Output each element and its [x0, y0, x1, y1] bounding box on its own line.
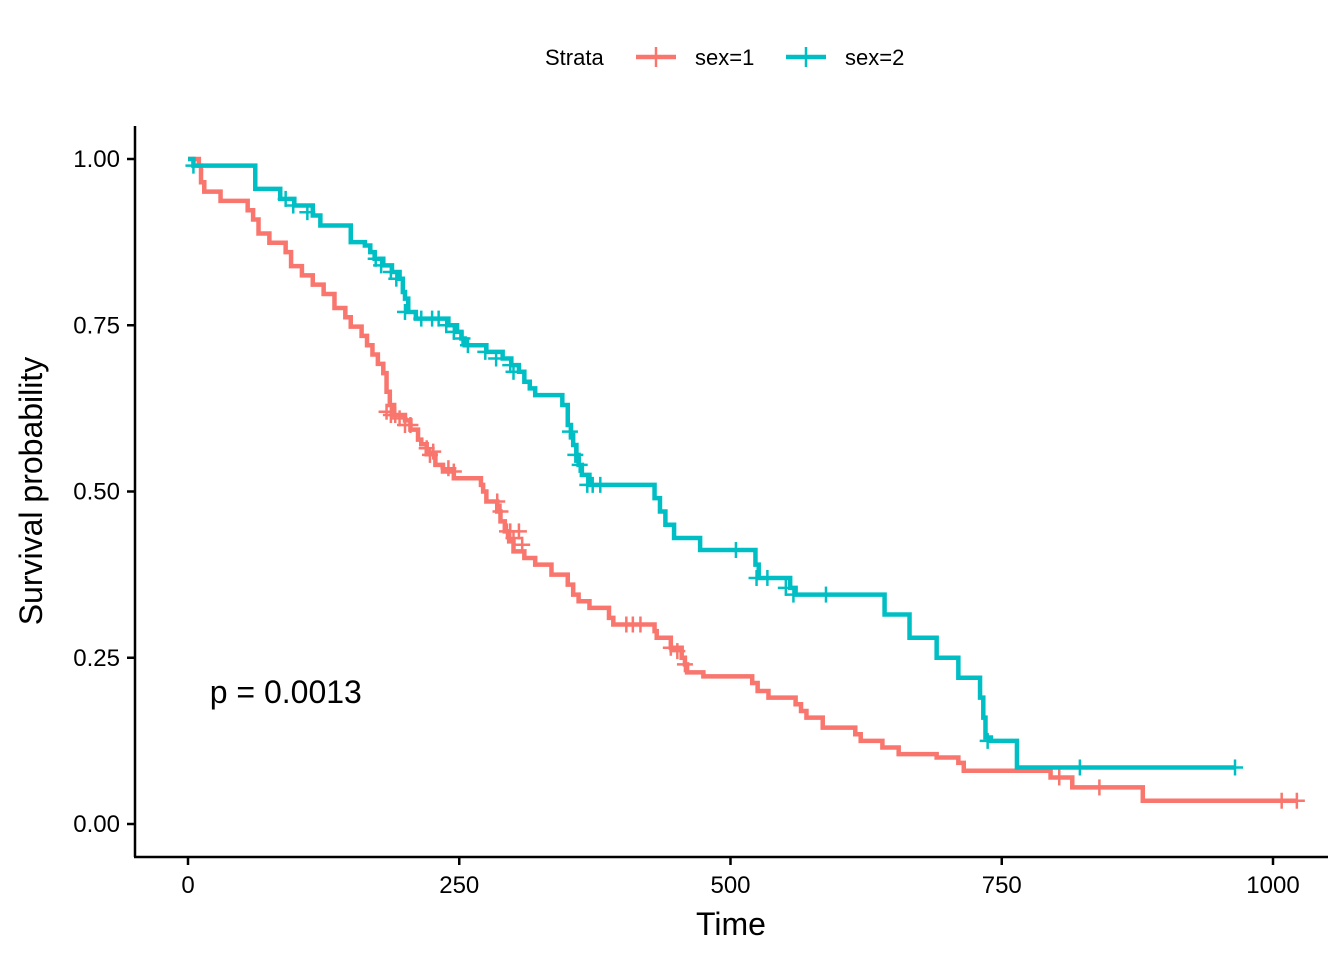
censor-mark: [632, 616, 649, 633]
censor-mark: [421, 446, 438, 463]
censor-mark: [1273, 792, 1290, 809]
censor-mark: [489, 493, 506, 510]
legend-key-sex1: [636, 47, 676, 67]
legend-title: Strata: [545, 45, 604, 70]
x-axis-title: Time: [696, 906, 766, 942]
censor-mark: [445, 323, 462, 340]
censor-mark: [459, 337, 476, 354]
censor-mark: [514, 536, 531, 553]
censor-mark: [727, 542, 744, 559]
censor-mark: [438, 317, 455, 334]
censor-mark: [425, 443, 442, 460]
y-tick-label: 0.00: [73, 811, 120, 838]
censor-mark: [488, 350, 505, 367]
censor-mark: [388, 270, 405, 287]
x-tick-label: 500: [710, 872, 750, 899]
censor-mark: [785, 586, 802, 603]
censor-mark: [817, 586, 834, 603]
censor-mark: [373, 257, 390, 274]
series-layer: [185, 156, 1305, 809]
censor-mark: [592, 476, 609, 493]
censor-mark: [477, 343, 494, 360]
y-tick-label: 1.00: [73, 146, 120, 173]
censor-mark: [505, 363, 522, 380]
censor-mark: [277, 190, 294, 207]
censor-mark: [185, 157, 202, 174]
censor-mark: [759, 569, 776, 586]
censor-mark: [1288, 792, 1305, 809]
x-tick-label: 0: [181, 872, 194, 899]
km-curve-sex2: [188, 156, 1236, 770]
censor-mark: [1051, 769, 1068, 786]
legend-label-sex2: sex=2: [845, 45, 904, 70]
censor-mark: [777, 579, 794, 596]
censor-mark: [669, 643, 686, 660]
p-value-annotation: p = 0.0013: [210, 674, 362, 710]
censor-mark: [571, 456, 588, 473]
y-tick-label: 0.50: [73, 479, 120, 506]
x-tick-label: 750: [982, 872, 1022, 899]
series-sex2: [185, 156, 1244, 776]
censor-mark: [502, 357, 519, 374]
legend-label-sex1: sex=1: [695, 45, 754, 70]
censor-mark: [676, 656, 693, 673]
x-tick-label: 250: [439, 872, 479, 899]
censor-mark: [1227, 759, 1244, 776]
censor-mark: [299, 204, 316, 221]
y-tick-label: 0.25: [73, 645, 120, 672]
censor-mark: [430, 310, 447, 327]
legend-key-sex2: [786, 47, 826, 67]
censor-mark: [561, 423, 578, 440]
x-tick-label: 1000: [1246, 872, 1299, 899]
censor-mark: [1071, 759, 1088, 776]
censor-mark: [979, 732, 996, 749]
y-tick-label: 0.75: [73, 312, 120, 339]
censor-mark: [492, 503, 509, 520]
censor-mark: [285, 197, 302, 214]
y-axis-title: Survival probability: [13, 357, 49, 626]
series-sex1: [188, 156, 1305, 809]
legend: Strata sex=1 sex=2: [545, 45, 904, 70]
x-ticks: 0 250 500 750 1000: [181, 857, 1300, 899]
censor-mark: [510, 523, 527, 540]
censor-mark: [445, 463, 462, 480]
axes: 0.00 0.25 0.50 0.75 1.00 0 250 500 750 1000: [73, 126, 1328, 899]
censor-mark: [1091, 779, 1108, 796]
y-ticks: 0.00 0.25 0.50 0.75 1.00: [73, 146, 135, 838]
censor-mark: [567, 446, 584, 463]
censor-mark: [387, 407, 404, 424]
censor-mark: [402, 417, 419, 433]
censor-mark: [397, 303, 413, 320]
